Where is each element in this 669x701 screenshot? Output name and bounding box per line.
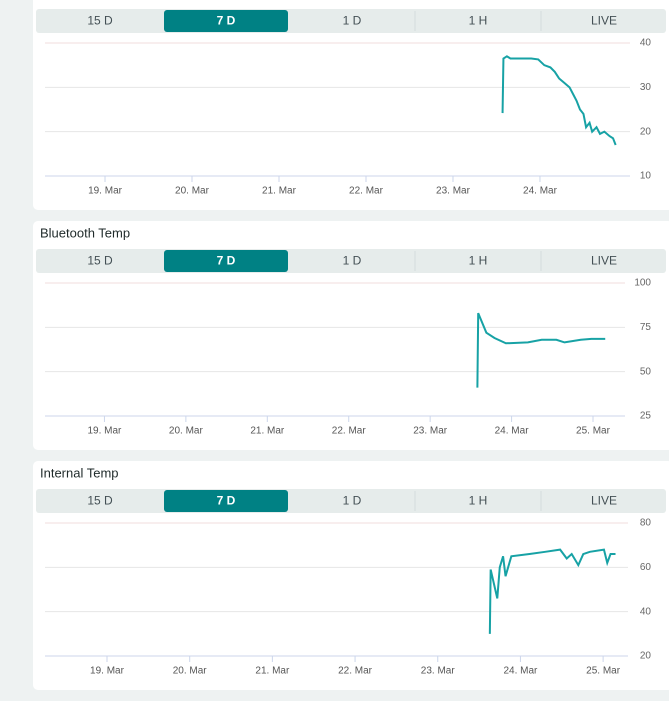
- tab[interactable]: 7 D: [217, 494, 236, 508]
- x-tick-label: 21. Mar: [262, 186, 297, 197]
- tab[interactable]: 1 D: [343, 254, 362, 268]
- x-tick-label: 24. Mar: [495, 426, 530, 437]
- tab[interactable]: 1 D: [343, 14, 362, 28]
- tab[interactable]: LIVE: [591, 494, 617, 508]
- tab[interactable]: 7 D: [217, 254, 236, 268]
- y-tick-label: 60: [640, 562, 652, 573]
- chart-title: Bluetooth Temp: [40, 225, 130, 240]
- y-tick-label: 20: [640, 126, 652, 137]
- y-tick-label: 20: [640, 651, 652, 662]
- x-tick-label: 24. Mar: [503, 666, 538, 677]
- tab-active: [164, 490, 288, 512]
- x-tick-label: 19. Mar: [90, 666, 125, 677]
- data-line: [501, 55, 617, 146]
- y-tick-label: 80: [640, 518, 652, 529]
- tab[interactable]: 1 D: [343, 494, 362, 508]
- card: [33, 461, 669, 690]
- x-tick-label: 19. Mar: [88, 186, 123, 197]
- y-tick-label: 40: [640, 606, 652, 617]
- y-tick-label: 10: [640, 171, 652, 182]
- tab[interactable]: 15 D: [87, 14, 113, 28]
- card: [33, 221, 669, 450]
- chart-title: Internal Temp: [40, 465, 119, 480]
- x-tick-label: 20. Mar: [175, 186, 210, 197]
- tab[interactable]: 15 D: [87, 494, 113, 508]
- x-tick-label: 23. Mar: [436, 186, 471, 197]
- x-tick-label: 22. Mar: [349, 186, 384, 197]
- y-tick-label: 100: [634, 278, 651, 289]
- tab[interactable]: LIVE: [591, 14, 617, 28]
- x-tick-label: 23. Mar: [413, 426, 448, 437]
- y-tick-label: 75: [640, 322, 652, 333]
- tab-active: [164, 10, 288, 32]
- tab[interactable]: 15 D: [87, 254, 113, 268]
- x-tick-label: 21. Mar: [250, 426, 285, 437]
- x-tick-label: 21. Mar: [255, 666, 290, 677]
- x-tick-label: 22. Mar: [332, 426, 367, 437]
- y-tick-label: 30: [640, 82, 652, 93]
- y-tick-label: 25: [640, 411, 652, 422]
- data-line: [476, 312, 606, 388]
- y-tick-label: 40: [640, 38, 652, 49]
- card: [33, 0, 669, 210]
- y-tick-label: 50: [640, 366, 652, 377]
- tab[interactable]: 1 H: [469, 14, 488, 28]
- tab-active: [164, 250, 288, 272]
- x-tick-label: 20. Mar: [169, 426, 204, 437]
- x-tick-label: 22. Mar: [338, 666, 373, 677]
- x-tick-label: 23. Mar: [421, 666, 456, 677]
- x-tick-label: 20. Mar: [173, 666, 208, 677]
- x-tick-label: 19. Mar: [87, 426, 122, 437]
- x-tick-label: 25. Mar: [586, 666, 621, 677]
- tab[interactable]: 7 D: [217, 14, 236, 28]
- tab[interactable]: LIVE: [591, 254, 617, 268]
- x-tick-label: 24. Mar: [523, 186, 558, 197]
- tab[interactable]: 1 H: [469, 254, 488, 268]
- x-tick-label: 25. Mar: [576, 426, 611, 437]
- tab[interactable]: 1 H: [469, 494, 488, 508]
- data-line: [488, 548, 616, 634]
